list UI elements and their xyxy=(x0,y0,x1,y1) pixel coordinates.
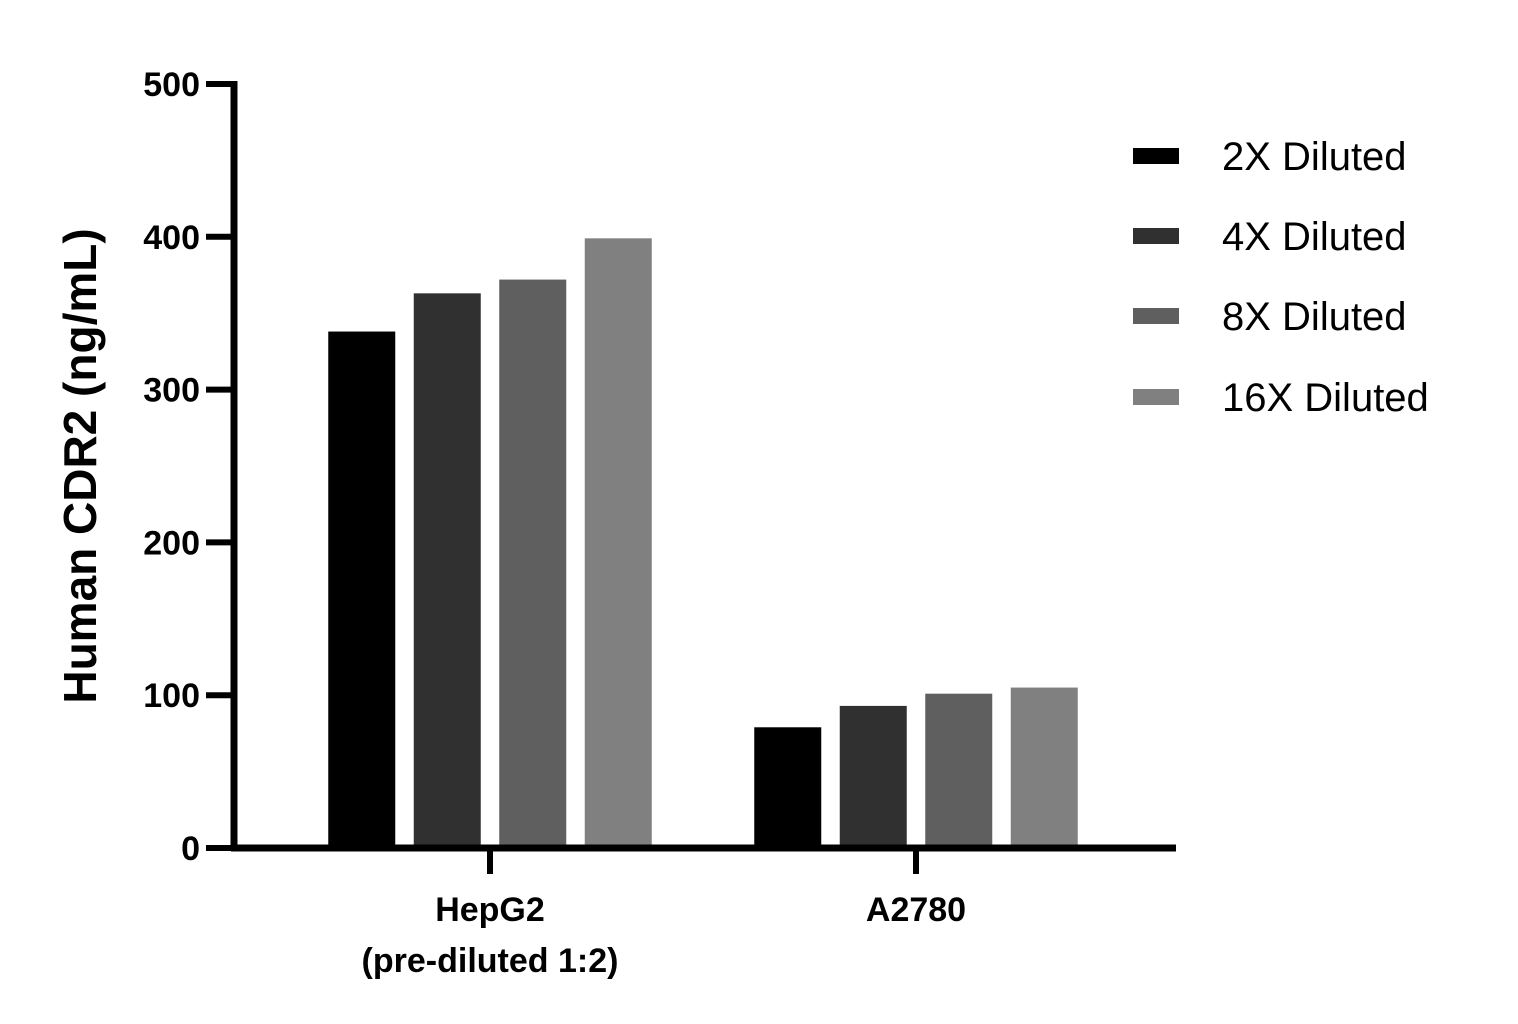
bar-a2780-16x-diluted xyxy=(1010,687,1078,848)
bar-hepg2-4x-diluted xyxy=(413,293,481,848)
bar-a2780-2x-diluted xyxy=(754,727,822,848)
legend-label-8x-diluted: 8X Diluted xyxy=(1222,295,1407,339)
y-tick-label-300: 300 xyxy=(143,372,200,410)
y-tick-label-0: 0 xyxy=(181,830,200,868)
legend-swatch-16x-diluted xyxy=(1133,389,1179,405)
legend-label-4x-diluted: 4X Diluted xyxy=(1222,215,1407,259)
bar-a2780-8x-diluted xyxy=(925,693,993,848)
x-label-a2780: A2780 xyxy=(866,891,966,929)
y-tick-label-400: 400 xyxy=(143,219,200,257)
y-axis-title: Human CDR2 (ng/mL) xyxy=(54,228,106,703)
bar-hepg2-8x-diluted xyxy=(499,279,567,849)
y-tick-label-100: 100 xyxy=(143,677,200,715)
x-label-hepg2: HepG2 xyxy=(435,891,545,929)
legend-label-16x-diluted: 16X Diluted xyxy=(1222,376,1429,420)
bar-hepg2-2x-diluted xyxy=(328,331,396,848)
bars-group xyxy=(328,238,1078,849)
legend-swatch-4x-diluted xyxy=(1133,228,1179,244)
y-tick-label-200: 200 xyxy=(143,524,200,562)
bar-hepg2-16x-diluted xyxy=(584,238,652,848)
x-sublabel-hepg2: (pre-diluted 1:2) xyxy=(362,942,619,980)
legend-swatch-8x-diluted xyxy=(1133,308,1179,324)
legend-swatch-2x-diluted xyxy=(1133,148,1179,164)
legend-label-2x-diluted: 2X Diluted xyxy=(1222,135,1407,179)
legend: 2X Diluted 4X Diluted 8X Diluted 16X Dilute… xyxy=(1133,135,1429,420)
y-tick-label-500: 500 xyxy=(143,66,200,104)
axes-group: 0 100 200 300 400 500 HepG2 (pre-diluted 1:2) A2… xyxy=(143,66,1176,980)
bar-a2780-4x-diluted xyxy=(839,705,907,848)
